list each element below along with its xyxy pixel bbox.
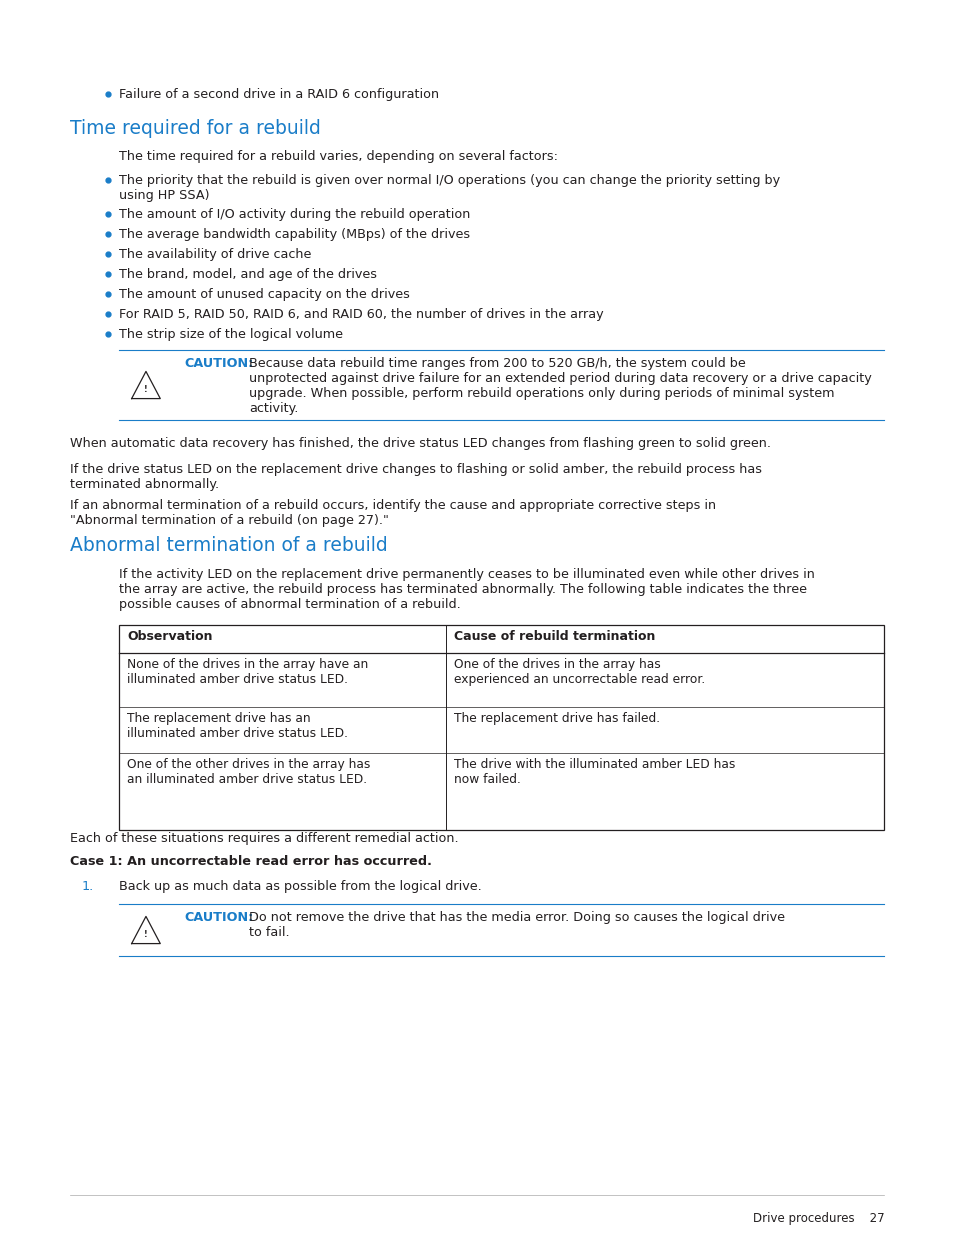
Text: One of the other drives in the array has
an illuminated amber drive status LED.: One of the other drives in the array has… (127, 758, 370, 785)
Text: The brand, model, and age of the drives: The brand, model, and age of the drives (119, 268, 376, 282)
FancyBboxPatch shape (119, 625, 883, 830)
Text: CAUTION:: CAUTION: (184, 357, 253, 370)
Text: If an abnormal termination of a rebuild occurs, identify the cause and appropria: If an abnormal termination of a rebuild … (70, 499, 715, 527)
Text: Time required for a rebuild: Time required for a rebuild (70, 119, 320, 138)
Text: Abnormal termination of a rebuild: Abnormal termination of a rebuild (70, 536, 387, 555)
Text: The amount of unused capacity on the drives: The amount of unused capacity on the dri… (119, 288, 410, 301)
Text: If the activity LED on the replacement drive permanently ceases to be illuminate: If the activity LED on the replacement d… (119, 568, 814, 611)
Text: The drive with the illuminated amber LED has
now failed.: The drive with the illuminated amber LED… (454, 758, 735, 785)
Text: Because data rebuild time ranges from 200 to 520 GB/h, the system could be
unpro: Because data rebuild time ranges from 20… (249, 357, 871, 415)
Text: Back up as much data as possible from the logical drive.: Back up as much data as possible from th… (119, 881, 481, 893)
Text: If the drive status LED on the replacement drive changes to flashing or solid am: If the drive status LED on the replaceme… (70, 463, 760, 492)
Text: Observation: Observation (127, 630, 213, 643)
Text: The replacement drive has failed.: The replacement drive has failed. (454, 711, 659, 725)
Text: 1.: 1. (81, 881, 93, 893)
Text: None of the drives in the array have an
illuminated amber drive status LED.: None of the drives in the array have an … (127, 658, 368, 685)
Text: The strip size of the logical volume: The strip size of the logical volume (119, 329, 343, 341)
Text: The time required for a rebuild varies, depending on several factors:: The time required for a rebuild varies, … (119, 149, 558, 163)
Text: Do not remove the drive that has the media error. Doing so causes the logical dr: Do not remove the drive that has the med… (249, 911, 784, 940)
Text: Cause of rebuild termination: Cause of rebuild termination (454, 630, 655, 643)
Text: Drive procedures    27: Drive procedures 27 (752, 1212, 883, 1225)
Text: The average bandwidth capability (MBps) of the drives: The average bandwidth capability (MBps) … (119, 228, 470, 241)
Text: One of the drives in the array has
experienced an uncorrectable read error.: One of the drives in the array has exper… (454, 658, 704, 685)
Text: The availability of drive cache: The availability of drive cache (119, 248, 312, 261)
Text: For RAID 5, RAID 50, RAID 6, and RAID 60, the number of drives in the array: For RAID 5, RAID 50, RAID 6, and RAID 60… (119, 308, 603, 321)
Text: !: ! (144, 385, 148, 394)
Text: The replacement drive has an
illuminated amber drive status LED.: The replacement drive has an illuminated… (127, 711, 348, 740)
Text: The priority that the rebuild is given over normal I/O operations (you can chang: The priority that the rebuild is given o… (119, 174, 780, 203)
Text: Each of these situations requires a different remedial action.: Each of these situations requires a diff… (70, 832, 457, 845)
Text: When automatic data recovery has finished, the drive status LED changes from fla: When automatic data recovery has finishe… (70, 437, 770, 450)
Text: The amount of I/O activity during the rebuild operation: The amount of I/O activity during the re… (119, 207, 470, 221)
Text: Failure of a second drive in a RAID 6 configuration: Failure of a second drive in a RAID 6 co… (119, 88, 439, 101)
Text: Case 1: An uncorrectable read error has occurred.: Case 1: An uncorrectable read error has … (70, 855, 431, 868)
Text: CAUTION:: CAUTION: (184, 911, 253, 925)
Text: !: ! (144, 930, 148, 939)
